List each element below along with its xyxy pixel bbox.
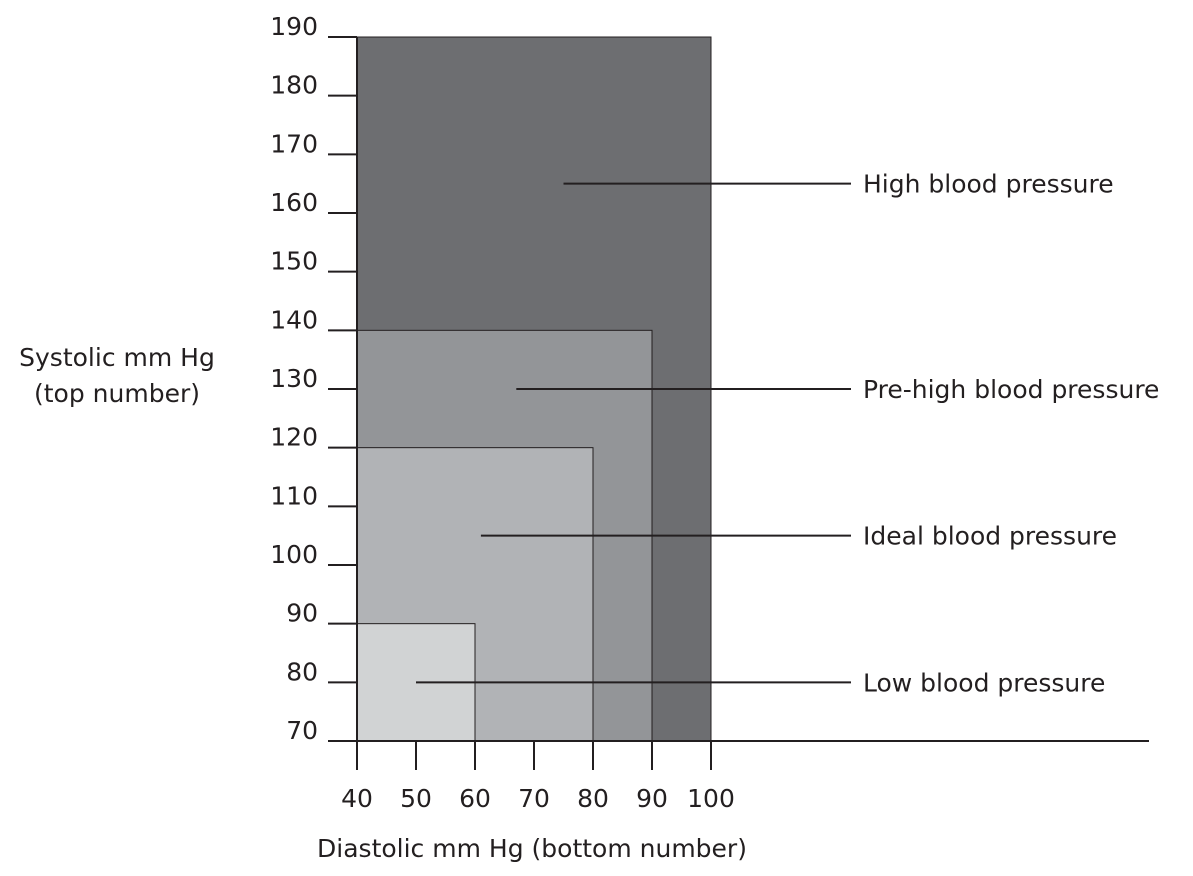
tick-labels: 70 80 90 100 110 120 130 140 150 160 170 180 190 40 50… <box>270 12 735 813</box>
x-tick-label: 60 <box>459 784 491 813</box>
region-label-high-blood-pressure: High blood pressure <box>863 170 1114 199</box>
y-tick-label: 140 <box>270 305 318 334</box>
y-tick-label: 130 <box>270 364 318 393</box>
region-label-low-blood-pressure: Low blood pressure <box>863 668 1105 697</box>
y-tick-label: 100 <box>270 540 318 569</box>
axes <box>328 36 1149 770</box>
x-tick-label: 80 <box>577 784 609 813</box>
x-tick-label: 100 <box>687 784 735 813</box>
x-tick-label: 70 <box>518 784 550 813</box>
x-tick-label: 90 <box>636 784 668 813</box>
x-tick-label: 40 <box>341 784 373 813</box>
x-axis-label: Diastolic mm Hg (bottom number) <box>317 834 747 863</box>
y-tick-label: 120 <box>270 423 318 452</box>
region-label-pre-high-blood-pressure: Pre-high blood pressure <box>863 375 1159 404</box>
y-axis-label-line-1: Systolic mm Hg <box>19 343 215 372</box>
y-tick-label: 110 <box>270 481 318 510</box>
y-tick-label: 90 <box>286 599 318 628</box>
y-axis-label-line-2: (top number) <box>34 379 200 408</box>
y-tick-label: 170 <box>270 129 318 158</box>
y-tick-label: 70 <box>286 716 318 745</box>
y-tick-label: 150 <box>270 247 318 276</box>
region-label-ideal-blood-pressure: Ideal blood pressure <box>863 522 1117 551</box>
y-tick-label: 190 <box>270 12 318 41</box>
y-tick-label: 80 <box>286 657 318 686</box>
y-tick-label: 160 <box>270 188 318 217</box>
x-tick-label: 50 <box>400 784 432 813</box>
region-leader-lines: High blood pressure Pre-high blood pressu… <box>416 170 1159 697</box>
y-tick-label: 180 <box>270 71 318 100</box>
